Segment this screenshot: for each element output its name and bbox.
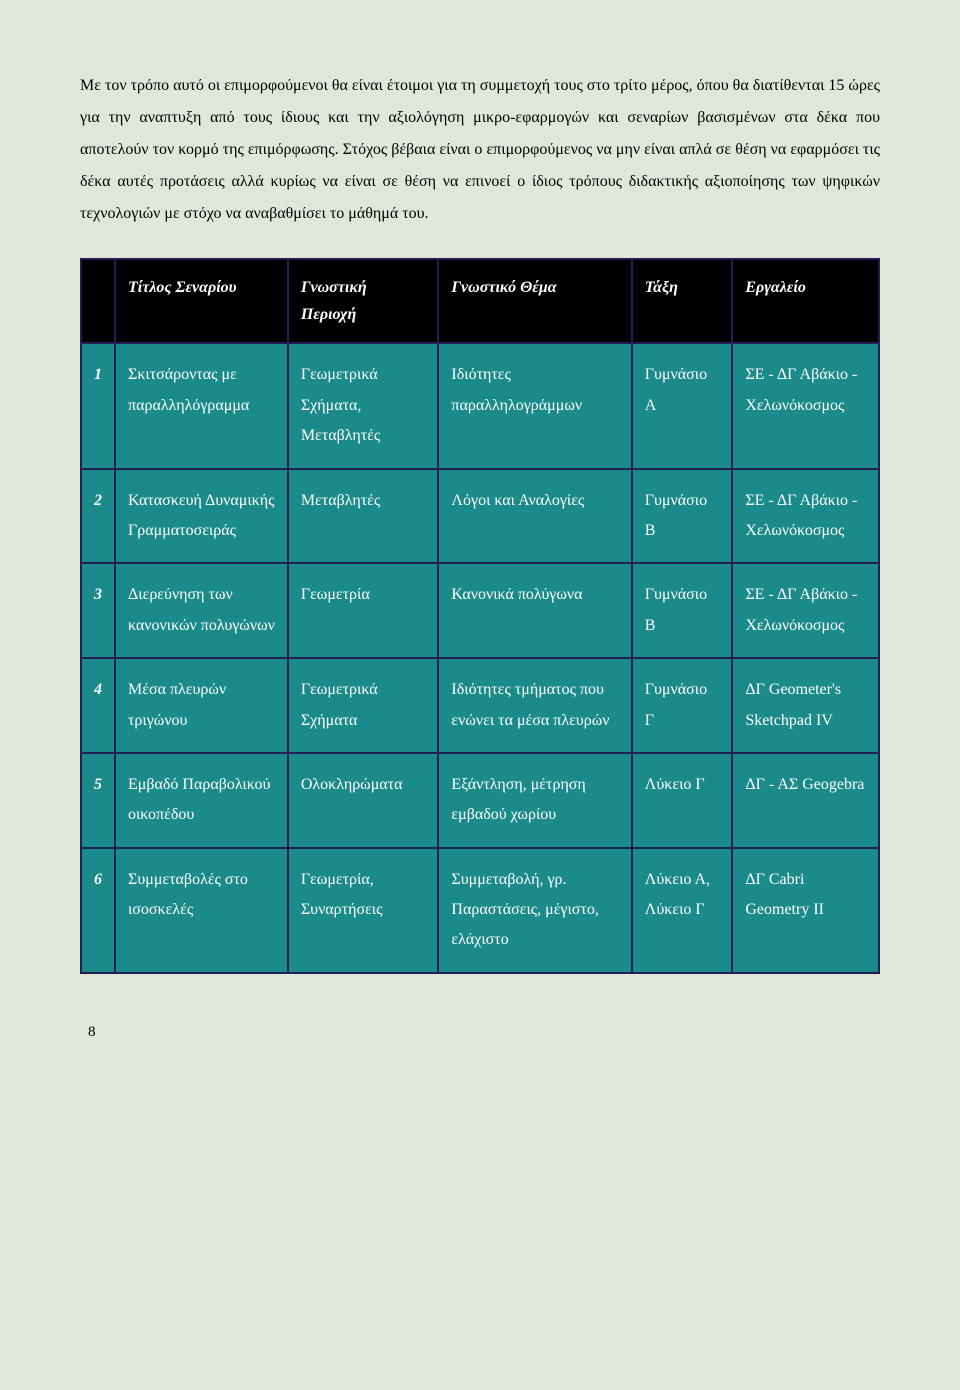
page-number: 8 xyxy=(80,1024,880,1041)
cell-title: Διερεύνηση των κανονικών πολυγώνων xyxy=(116,564,287,657)
cell-topic: Συμμεταβολή, γρ. Παραστάσεις, μέγιστο, ε… xyxy=(439,849,630,972)
table-row: 2 Κατασκευή Δυναμικής Γραμματοσειράς Μετ… xyxy=(82,470,878,563)
cell-topic: Κανονικά πολύγωνα xyxy=(439,564,630,657)
cell-title: Κατασκευή Δυναμικής Γραμματοσειράς xyxy=(116,470,287,563)
cell-grade: Γυμνάσιο Γ xyxy=(633,659,732,752)
cell-idx: 1 xyxy=(82,344,114,467)
header-idx xyxy=(82,260,114,342)
cell-domain: Γεωμετρία xyxy=(289,564,438,657)
cell-domain: Γεωμετρικά Σχήματα, Μεταβλητές xyxy=(289,344,438,467)
cell-grade: Λύκειο Γ xyxy=(633,754,732,847)
cell-title: Εμβαδό Παραβολικού οικοπέδου xyxy=(116,754,287,847)
cell-domain: Γεωμετρικά Σχήματα xyxy=(289,659,438,752)
cell-idx: 5 xyxy=(82,754,114,847)
cell-idx: 2 xyxy=(82,470,114,563)
header-grade: Τάξη xyxy=(633,260,732,342)
header-title: Τίτλος Σεναρίου xyxy=(116,260,287,342)
cell-idx: 6 xyxy=(82,849,114,972)
cell-tool: ΔΓ Cabri Geometry II xyxy=(733,849,878,972)
cell-idx: 4 xyxy=(82,659,114,752)
cell-grade: Γυμνάσιο Β xyxy=(633,564,732,657)
cell-topic: Εξάντληση, μέτρηση εμβαδού χωρίου xyxy=(439,754,630,847)
header-topic: Γνωστικό Θέμα xyxy=(439,260,630,342)
cell-domain: Μεταβλητές xyxy=(289,470,438,563)
table-row: 6 Συμμεταβολές στο ισοσκελές Γεωμετρία, … xyxy=(82,849,878,972)
cell-title: Σκιτσάροντας με παραλληλόγραμμα xyxy=(116,344,287,467)
table-row: 5 Εμβαδό Παραβολικού οικοπέδου Ολοκληρώμ… xyxy=(82,754,878,847)
header-tool: Εργαλείο xyxy=(733,260,878,342)
table-row: 1 Σκιτσάροντας με παραλληλόγραμμα Γεωμετ… xyxy=(82,344,878,467)
cell-tool: ΣΕ - ΔΓ Αβάκιο - Χελωνόκοσμος xyxy=(733,564,878,657)
scenarios-table: Τίτλος Σεναρίου Γνωστική Περιοχή Γνωστικ… xyxy=(80,258,880,974)
cell-idx: 3 xyxy=(82,564,114,657)
cell-grade: Λύκειο Α, Λύκειο Γ xyxy=(633,849,732,972)
cell-domain: Γεωμετρία, Συναρτήσεις xyxy=(289,849,438,972)
header-domain: Γνωστική Περιοχή xyxy=(289,260,438,342)
cell-topic: Λόγοι και Αναλογίες xyxy=(439,470,630,563)
cell-topic: Ιδιότητες παραλληλογράμμων xyxy=(439,344,630,467)
body-paragraph: Με τον τρόπο αυτό οι επιμορφούμενοι θα ε… xyxy=(80,70,880,230)
table-row: 3 Διερεύνηση των κανονικών πολυγώνων Γεω… xyxy=(82,564,878,657)
cell-topic: Ιδιότητες τμήματος που ενώνει τα μέσα πλ… xyxy=(439,659,630,752)
cell-grade: Γυμνάσιο Α xyxy=(633,344,732,467)
cell-tool: ΔΓ - ΑΣ Geogebra xyxy=(733,754,878,847)
cell-tool: ΣΕ - ΔΓ Αβάκιο - Χελωνόκοσμος xyxy=(733,344,878,467)
cell-tool: ΣΕ - ΔΓ Αβάκιο - Χελωνόκοσμος xyxy=(733,470,878,563)
table-header-row: Τίτλος Σεναρίου Γνωστική Περιοχή Γνωστικ… xyxy=(82,260,878,342)
cell-grade: Γυμνάσιο Β xyxy=(633,470,732,563)
table-row: 4 Μέσα πλευρών τριγώνου Γεωμετρικά Σχήμα… xyxy=(82,659,878,752)
cell-domain: Ολοκληρώματα xyxy=(289,754,438,847)
cell-tool: ΔΓ Geometer's Sketchpad IV xyxy=(733,659,878,752)
cell-title: Μέσα πλευρών τριγώνου xyxy=(116,659,287,752)
cell-title: Συμμεταβολές στο ισοσκελές xyxy=(116,849,287,972)
